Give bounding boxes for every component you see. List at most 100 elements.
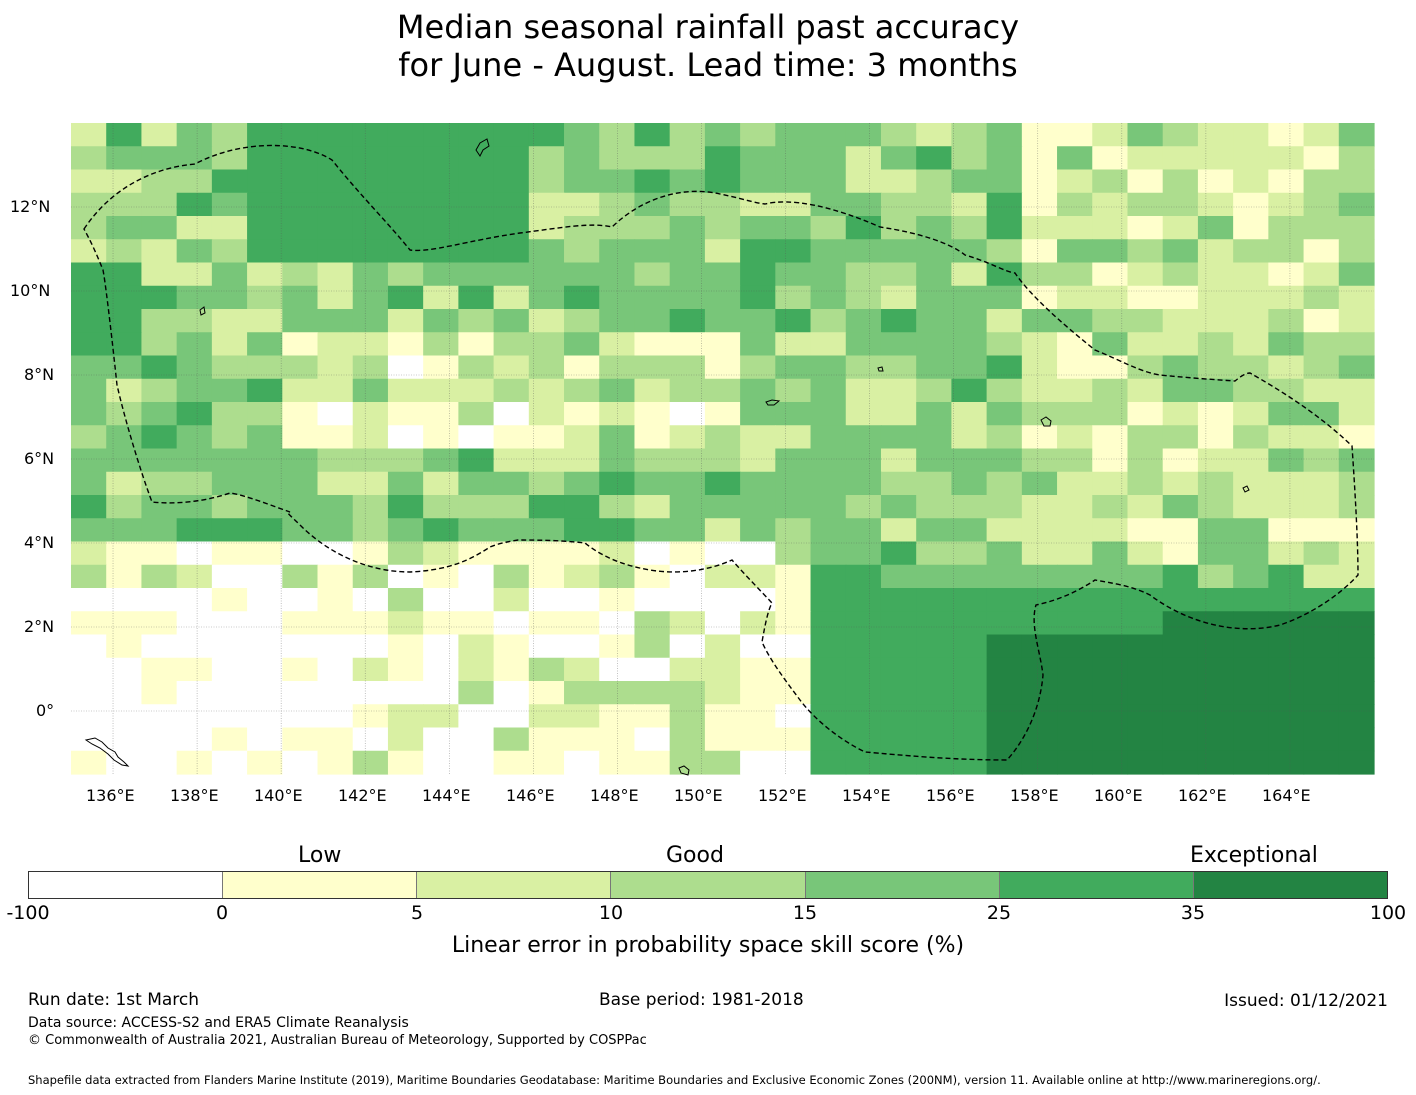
skill-cell xyxy=(669,634,706,659)
skill-cell xyxy=(493,657,530,682)
skill-cell xyxy=(352,169,389,194)
skill-cell xyxy=(1162,495,1199,519)
skill-cell xyxy=(387,448,424,473)
skill-cell xyxy=(740,309,776,333)
skill-cell xyxy=(106,332,143,357)
skill-cell xyxy=(282,541,319,566)
skill-cell xyxy=(317,146,354,171)
skill-cell xyxy=(704,611,741,636)
skill-cell xyxy=(704,355,741,380)
skill-cell xyxy=(704,448,741,473)
skill-cell xyxy=(211,588,248,612)
skill-cell xyxy=(352,750,389,775)
skill-cell xyxy=(1021,611,1058,636)
skill-cell xyxy=(1127,541,1164,566)
skill-cell xyxy=(247,657,283,682)
skill-cell xyxy=(247,402,283,426)
skill-cell xyxy=(493,425,530,450)
skill-cell xyxy=(1303,518,1340,543)
skill-cell xyxy=(1162,192,1199,217)
skill-cell xyxy=(1268,355,1305,380)
skill-cell xyxy=(317,169,354,194)
skill-cell xyxy=(986,262,1023,287)
skill-cell xyxy=(740,448,776,473)
colorbar-axis-label: Linear error in probability space skill … xyxy=(451,933,965,958)
skill-cell xyxy=(880,704,917,729)
skill-cell xyxy=(1268,402,1305,426)
skill-cell xyxy=(1162,146,1199,171)
skill-cell xyxy=(951,402,988,426)
skill-cell xyxy=(458,262,495,287)
skill-cell xyxy=(211,657,248,682)
skill-cell xyxy=(634,634,671,659)
skill-cell xyxy=(458,634,495,659)
skill-cell xyxy=(1303,495,1340,519)
skill-cell xyxy=(1057,425,1093,450)
skill-cell xyxy=(1127,704,1164,729)
skill-cell xyxy=(1233,681,1269,705)
skill-cell xyxy=(387,541,424,566)
skill-cell xyxy=(1057,146,1093,171)
skill-cell xyxy=(423,332,459,357)
lon-label-158e: 158°E xyxy=(1010,786,1059,805)
skill-cell xyxy=(916,704,953,729)
skill-cell xyxy=(704,727,741,752)
skill-cell xyxy=(317,402,354,426)
skill-cell xyxy=(740,681,776,705)
skill-cell xyxy=(528,216,565,240)
skill-cell xyxy=(845,704,882,729)
skill-cell xyxy=(564,750,600,775)
skill-cell xyxy=(282,588,319,612)
eez-boundary xyxy=(83,144,1359,761)
skill-cell xyxy=(141,285,178,310)
skill-cell xyxy=(71,285,107,310)
skill-cell xyxy=(387,611,424,636)
skill-cell xyxy=(810,448,847,473)
skill-cell xyxy=(1162,750,1199,775)
lat-label-4n: 4°N xyxy=(24,533,55,552)
skill-cell xyxy=(1338,123,1375,147)
skill-cell xyxy=(810,495,847,519)
skill-cell xyxy=(528,634,565,659)
skill-cell xyxy=(634,564,671,589)
skill-cell xyxy=(1057,727,1093,752)
skill-cell xyxy=(528,588,565,612)
skill-cell xyxy=(1092,634,1129,659)
skill-cell xyxy=(1057,332,1093,357)
skill-cell xyxy=(634,448,671,473)
skill-cell xyxy=(141,634,178,659)
skill-cell xyxy=(1233,216,1269,240)
skill-cell xyxy=(211,123,248,147)
skill-cell xyxy=(1233,262,1269,287)
skill-cell xyxy=(1338,309,1375,333)
skill-cell xyxy=(317,262,354,287)
lon-label-138e: 138°E xyxy=(170,786,219,805)
skill-cell xyxy=(282,239,319,264)
skill-cell xyxy=(528,146,565,171)
skill-cell xyxy=(845,518,882,543)
skill-cell xyxy=(1057,285,1093,310)
skill-cell xyxy=(704,425,741,450)
skill-cell xyxy=(71,518,107,543)
skill-cell xyxy=(634,471,671,496)
skill-cell xyxy=(458,169,495,194)
graticule xyxy=(71,123,1374,774)
skill-cell xyxy=(1197,355,1234,380)
skill-cell xyxy=(106,262,143,287)
skill-cell xyxy=(810,750,847,775)
skill-cell xyxy=(880,123,917,147)
colorbar-label-good: Good xyxy=(666,843,724,868)
skill-cell xyxy=(352,704,389,729)
skill-cell xyxy=(176,146,213,171)
skill-cell xyxy=(669,309,706,333)
skill-cell xyxy=(176,750,213,775)
skill-cell xyxy=(810,285,847,310)
skill-cell xyxy=(916,750,953,775)
skill-cell xyxy=(352,332,389,357)
skill-cell xyxy=(176,518,213,543)
skill-cell xyxy=(423,634,459,659)
skill-cell xyxy=(141,564,178,589)
skill-cell xyxy=(1197,588,1234,612)
skill-cell xyxy=(493,402,530,426)
skill-cell xyxy=(176,541,213,566)
